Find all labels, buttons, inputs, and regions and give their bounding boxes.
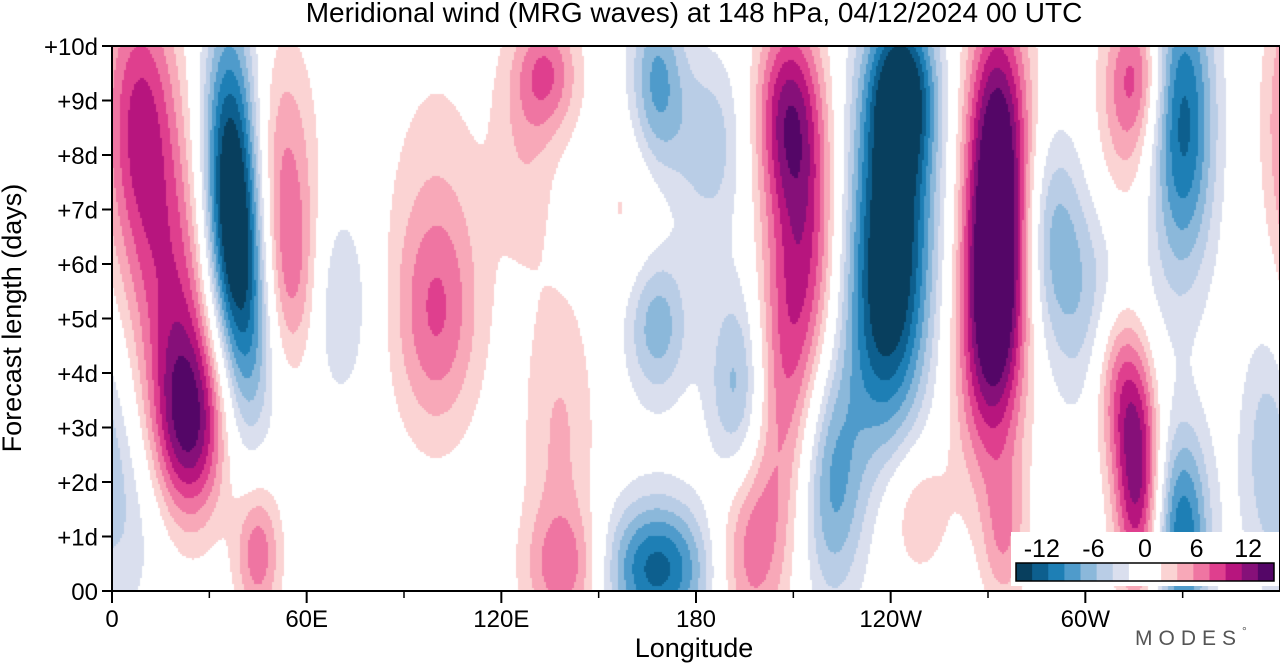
colorbar-swatch (1225, 563, 1243, 581)
colorbar-tick-label: 12 (1234, 535, 1262, 563)
y-tick-label: +4d (57, 361, 98, 388)
x-axis-ticks: 0 60E 120E 180 120W 60W (105, 591, 1184, 633)
x-axis-label: Longitude (635, 633, 754, 663)
colorbar-swatch (1048, 563, 1065, 581)
y-tick-label: +9d (57, 89, 98, 116)
y-tick-label: +1d (57, 525, 98, 552)
colorbar-frame (1015, 562, 1275, 582)
colorbar-swatch (1112, 563, 1130, 581)
colorbar-swatch (1064, 563, 1081, 581)
y-axis-ticks: 00 +1d +2d +3d +4d +5d +6d +7d +8d +9d +10d (44, 34, 112, 606)
y-axis-label: Forecast length (days) (0, 184, 27, 453)
plot-area (112, 46, 1280, 591)
colorbar-swatch (1032, 563, 1049, 581)
colorbar-swatch (1016, 563, 1033, 581)
colorbar-tick-label: -6 (1082, 535, 1104, 563)
x-tick-label: 120W (859, 606, 922, 633)
colorbar: -12 -6 0 6 12 (1011, 532, 1279, 586)
colorbar-swatch (1145, 563, 1162, 581)
y-tick-label: +2d (57, 470, 98, 497)
modes-logo-text: MODES (1135, 627, 1242, 650)
colorbar-swatch (1080, 563, 1098, 581)
modes-logo: MODES° (1135, 624, 1253, 650)
y-tick-label: +6d (57, 252, 98, 279)
colorbar-swatch (1161, 563, 1178, 581)
y-tick-label: 00 (71, 579, 98, 606)
y-tick-label: +10d (44, 34, 98, 61)
colorbar-tick-label: 6 (1190, 535, 1204, 563)
colorbar-swatch (1241, 563, 1259, 581)
colorbar-swatch (1257, 563, 1275, 581)
x-tick-label: 60W (1061, 606, 1111, 633)
colorbar-swatch (1193, 563, 1210, 581)
x-tick-label: 180 (676, 606, 716, 633)
colorbar-swatch (1096, 563, 1114, 581)
colorbar-tick-label: 0 (1138, 535, 1152, 563)
heatmap-field (112, 46, 1280, 591)
x-tick-label: 120E (473, 606, 529, 633)
modes-logo-mark: ° (1242, 624, 1253, 638)
y-tick-label: +7d (57, 198, 98, 225)
colorbar-tick-label: -12 (1024, 535, 1060, 563)
chart-title: Meridional wind (MRG waves) at 148 hPa, … (306, 0, 1083, 28)
x-tick-label: 60E (285, 606, 328, 633)
y-tick-label: +5d (57, 307, 98, 334)
colorbar-swatch (1128, 563, 1146, 581)
x-tick-label: 0 (105, 606, 118, 633)
y-tick-label: +3d (57, 416, 98, 443)
colorbar-swatch (1177, 563, 1194, 581)
colorbar-swatch (1209, 563, 1227, 581)
y-tick-label: +8d (57, 143, 98, 170)
